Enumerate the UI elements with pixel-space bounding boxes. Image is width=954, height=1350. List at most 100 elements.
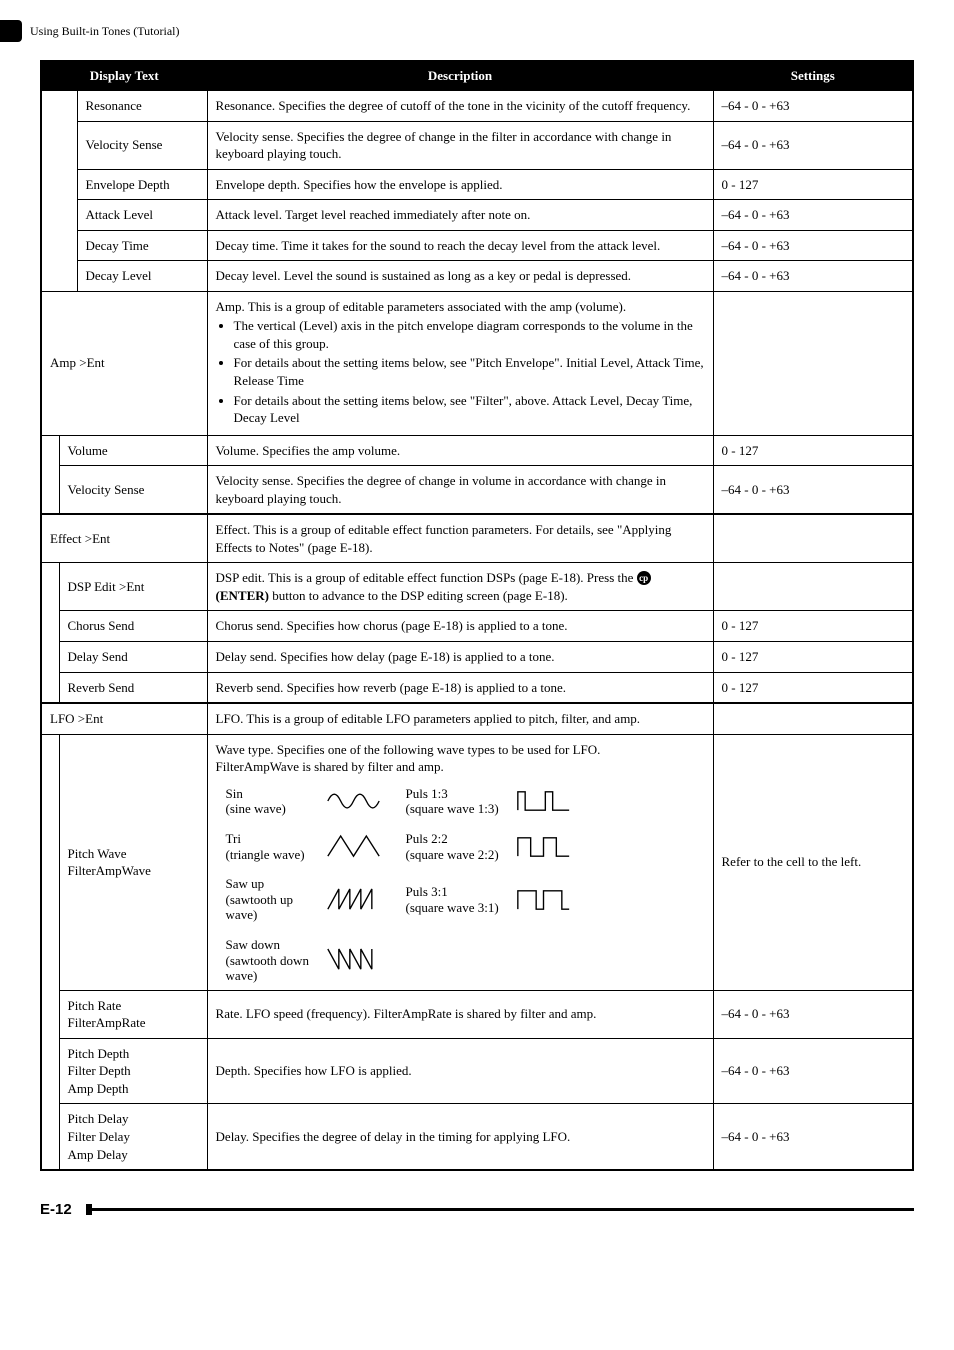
param-name: Pitch Wave FilterAmpWave bbox=[59, 734, 207, 990]
pulse13-wave-icon bbox=[516, 787, 571, 815]
param-name: Resonance bbox=[77, 91, 207, 122]
table-row: DSP Edit >Ent DSP edit. This is a group … bbox=[41, 563, 913, 611]
table-row: Envelope Depth Envelope depth. Specifies… bbox=[41, 169, 913, 200]
param-settings: Refer to the cell to the left. bbox=[713, 734, 913, 990]
th-description: Description bbox=[207, 61, 713, 91]
page: Using Built-in Tones (Tutorial) Display … bbox=[0, 0, 954, 1248]
param-settings: –64 - 0 - +63 bbox=[713, 200, 913, 231]
wave-grid: Sin (sine wave) Puls 1:3 (square wave 1:… bbox=[226, 786, 705, 984]
param-desc: LFO. This is a group of editable LFO par… bbox=[207, 703, 713, 734]
table-row: Amp >Ent Amp. This is a group of editabl… bbox=[41, 291, 913, 435]
param-name: Velocity Sense bbox=[77, 121, 207, 169]
dsp-desc-post: button to advance to the DSP editing scr… bbox=[269, 588, 568, 603]
param-settings: –64 - 0 - +63 bbox=[713, 230, 913, 261]
param-name: Volume bbox=[59, 435, 207, 466]
enter-button-icon: cp bbox=[637, 571, 651, 585]
table-row: Effect >Ent Effect. This is a group of e… bbox=[41, 514, 913, 563]
param-name: Delay Send bbox=[59, 642, 207, 673]
list-item: The vertical (Level) axis in the pitch e… bbox=[234, 317, 705, 352]
parameters-table: Display Text Description Settings Resona… bbox=[40, 60, 914, 1171]
pulse31-wave-icon bbox=[516, 886, 571, 914]
sawdown-wave-icon bbox=[326, 946, 381, 974]
param-settings: –64 - 0 - +63 bbox=[713, 466, 913, 515]
triangle-wave-icon bbox=[326, 833, 381, 861]
section-header: Using Built-in Tones (Tutorial) bbox=[40, 20, 914, 42]
wave-label-puls22: Puls 2:2 (square wave 2:2) bbox=[406, 831, 506, 862]
param-settings: 0 - 127 bbox=[713, 169, 913, 200]
table-row: Decay Time Decay time. Time it takes for… bbox=[41, 230, 913, 261]
table-row: Reverb Send Reverb send. Specifies how r… bbox=[41, 672, 913, 703]
param-settings: –64 - 0 - +63 bbox=[713, 1038, 913, 1104]
param-desc: Envelope depth. Specifies how the envelo… bbox=[207, 169, 713, 200]
param-name: Velocity Sense bbox=[59, 466, 207, 515]
param-desc: Decay level. Level the sound is sustaine… bbox=[207, 261, 713, 292]
table-row: Pitch Rate FilterAmpRate Rate. LFO speed… bbox=[41, 990, 913, 1038]
footer-rule-icon bbox=[86, 1208, 914, 1211]
list-item: For details about the setting items belo… bbox=[234, 354, 705, 389]
param-settings bbox=[713, 291, 913, 435]
param-desc: Decay time. Time it takes for the sound … bbox=[207, 230, 713, 261]
param-name: Envelope Depth bbox=[77, 169, 207, 200]
table-row: Attack Level Attack level. Target level … bbox=[41, 200, 913, 231]
sine-wave-icon bbox=[326, 787, 381, 815]
param-settings bbox=[713, 703, 913, 734]
list-item: For details about the setting items belo… bbox=[234, 392, 705, 427]
wave-label-sin: Sin (sine wave) bbox=[226, 786, 316, 817]
param-settings: –64 - 0 - +63 bbox=[713, 1104, 913, 1170]
page-number: E-12 bbox=[40, 1201, 72, 1218]
param-desc: Rate. LFO speed (frequency). FilterAmpRa… bbox=[207, 990, 713, 1038]
param-desc: Reverb send. Specifies how reverb (page … bbox=[207, 672, 713, 703]
sawup-wave-icon bbox=[326, 886, 381, 914]
param-desc: DSP edit. This is a group of editable ef… bbox=[207, 563, 713, 611]
table-row: Pitch Delay Filter Delay Amp Delay Delay… bbox=[41, 1104, 913, 1170]
wave-intro: Wave type. Specifies one of the followin… bbox=[216, 741, 705, 776]
table-row: Decay Level Decay level. Level the sound… bbox=[41, 261, 913, 292]
table-row: Pitch Wave FilterAmpWave Wave type. Spec… bbox=[41, 734, 913, 990]
amp-bullets: The vertical (Level) axis in the pitch e… bbox=[216, 317, 705, 426]
param-settings: –64 - 0 - +63 bbox=[713, 121, 913, 169]
table-row: Velocity Sense Velocity sense. Specifies… bbox=[41, 466, 913, 515]
section-title: Using Built-in Tones (Tutorial) bbox=[30, 24, 180, 39]
wave-label-sawdown: Saw down (sawtooth down wave) bbox=[226, 937, 316, 984]
param-desc: Volume. Specifies the amp volume. bbox=[207, 435, 713, 466]
param-desc: Velocity sense. Specifies the degree of … bbox=[207, 466, 713, 515]
param-name: Pitch Delay Filter Delay Amp Delay bbox=[59, 1104, 207, 1170]
param-desc: Delay. Specifies the degree of delay in … bbox=[207, 1104, 713, 1170]
wave-label-puls31: Puls 3:1 (square wave 3:1) bbox=[406, 884, 506, 915]
param-settings: –64 - 0 - +63 bbox=[713, 91, 913, 122]
param-settings bbox=[713, 563, 913, 611]
param-name: Decay Level bbox=[77, 261, 207, 292]
param-settings: –64 - 0 - +63 bbox=[713, 261, 913, 292]
param-desc: Delay send. Specifies how delay (page E-… bbox=[207, 642, 713, 673]
table-row: Chorus Send Chorus send. Specifies how c… bbox=[41, 611, 913, 642]
param-name: Reverb Send bbox=[59, 672, 207, 703]
table-row: Volume Volume. Specifies the amp volume.… bbox=[41, 435, 913, 466]
th-settings: Settings bbox=[713, 61, 913, 91]
header-tab-icon bbox=[0, 20, 22, 42]
param-name: LFO >Ent bbox=[41, 703, 207, 734]
param-name: Amp >Ent bbox=[41, 291, 207, 435]
param-desc: Effect. This is a group of editable effe… bbox=[207, 514, 713, 563]
table-row: Velocity Sense Velocity sense. Specifies… bbox=[41, 121, 913, 169]
param-settings: –64 - 0 - +63 bbox=[713, 990, 913, 1038]
wave-label-sawup: Saw up (sawtooth up wave) bbox=[226, 876, 316, 923]
pulse22-wave-icon bbox=[516, 833, 571, 861]
param-name: Pitch Depth Filter Depth Amp Depth bbox=[59, 1038, 207, 1104]
param-name: Pitch Rate FilterAmpRate bbox=[59, 990, 207, 1038]
table-row: Delay Send Delay send. Specifies how del… bbox=[41, 642, 913, 673]
dsp-enter-label: (ENTER) bbox=[216, 588, 269, 603]
param-settings: 0 - 127 bbox=[713, 672, 913, 703]
param-settings bbox=[713, 514, 913, 563]
param-desc: Depth. Specifies how LFO is applied. bbox=[207, 1038, 713, 1104]
amp-desc-intro: Amp. This is a group of editable paramet… bbox=[216, 299, 627, 314]
param-settings: 0 - 127 bbox=[713, 611, 913, 642]
dsp-desc-pre: DSP edit. This is a group of editable ef… bbox=[216, 570, 637, 585]
table-row: Resonance Resonance. Specifies the degre… bbox=[41, 91, 913, 122]
table-row: LFO >Ent LFO. This is a group of editabl… bbox=[41, 703, 913, 734]
wave-label-puls13: Puls 1:3 (square wave 1:3) bbox=[406, 786, 506, 817]
param-name: Attack Level bbox=[77, 200, 207, 231]
param-name: Decay Time bbox=[77, 230, 207, 261]
param-desc: Resonance. Specifies the degree of cutof… bbox=[207, 91, 713, 122]
param-name: Chorus Send bbox=[59, 611, 207, 642]
table-row: Pitch Depth Filter Depth Amp Depth Depth… bbox=[41, 1038, 913, 1104]
